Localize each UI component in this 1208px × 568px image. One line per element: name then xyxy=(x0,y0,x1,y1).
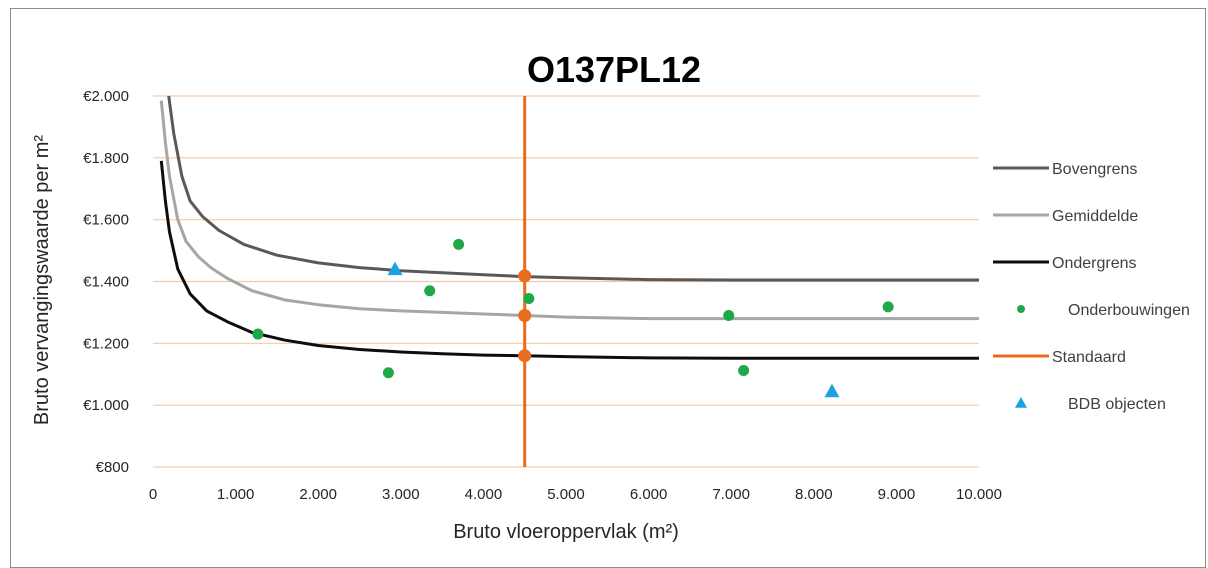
x-tick-label: 0 xyxy=(149,486,157,503)
x-tick-label: 10.000 xyxy=(956,486,1002,503)
series-line-ondergrens xyxy=(159,160,979,360)
point-bdb-objecten xyxy=(824,383,840,398)
y-tick-label: €1.600 xyxy=(83,212,129,229)
point-onderbouwingen xyxy=(382,367,394,379)
curve-layer xyxy=(159,95,979,360)
point-standaard xyxy=(518,269,532,283)
x-tick-label: 1.000 xyxy=(217,486,255,503)
x-tick-label: 8.000 xyxy=(795,486,833,503)
point-bdb-objecten xyxy=(387,261,403,276)
x-tick-label: 3.000 xyxy=(382,486,420,503)
y-tick-label: €1.000 xyxy=(83,397,129,414)
legend-label-standaard: Standaard xyxy=(1052,349,1126,366)
point-onderbouwingen xyxy=(738,365,750,377)
marker-layer xyxy=(252,238,894,398)
y-tick-label: €1.400 xyxy=(83,274,129,291)
y-tick-label: €1.800 xyxy=(83,150,129,167)
x-tick-label: 5.000 xyxy=(547,486,585,503)
x-tick-label: 9.000 xyxy=(878,486,916,503)
series-line-bovengrens xyxy=(167,95,979,282)
chart-canvas: €800 €1.000 €1.200 €1.400 €1.600 €1.800 €2.000… xyxy=(31,49,1190,543)
point-onderbouwingen xyxy=(424,285,436,297)
point-onderbouwingen xyxy=(453,238,465,250)
point-onderbouwingen xyxy=(723,310,735,322)
x-tick-label: 4.000 xyxy=(465,486,503,503)
chart-title: O137PL12 xyxy=(527,49,701,90)
chart-frame xyxy=(10,8,1206,568)
x-axis-ticks: 0 1.000 2.000 3.000 4.000 5.000 6.000 7.000 8.00… xyxy=(149,486,1002,503)
point-onderbouwingen xyxy=(882,301,894,313)
legend-label-ondergrens: Ondergrens xyxy=(1052,255,1137,272)
legend-symbol-onderbouwingen xyxy=(1017,305,1025,313)
legend-label-gemiddelde: Gemiddelde xyxy=(1052,208,1138,225)
grid-lines xyxy=(153,95,979,468)
point-standaard xyxy=(518,309,532,323)
legend-symbol-bdb-objecten xyxy=(1015,397,1027,408)
y-tick-label: €2.000 xyxy=(83,88,129,105)
point-standaard xyxy=(518,349,532,363)
legend-label-bdb-objecten: BDB objecten xyxy=(1068,396,1166,413)
x-tick-label: 2.000 xyxy=(299,486,337,503)
x-tick-label: 6.000 xyxy=(630,486,668,503)
y-tick-label: €800 xyxy=(96,459,129,476)
x-axis-title: Bruto vloeroppervlak (m²) xyxy=(453,521,679,543)
series-line-gemiddelde xyxy=(159,100,979,321)
y-tick-label: €1.200 xyxy=(83,335,129,352)
legend: Bovengrens Gemiddelde Ondergrens Onderbouwi… xyxy=(993,161,1190,413)
y-axis-title: Bruto vervangingswaarde per m² xyxy=(31,135,53,425)
point-onderbouwingen xyxy=(252,328,264,340)
point-onderbouwingen xyxy=(523,293,535,305)
legend-label-onderbouwingen: Onderbouwingen xyxy=(1068,302,1190,319)
legend-label-bovengrens: Bovengrens xyxy=(1052,161,1137,178)
y-axis-ticks: €800 €1.000 €1.200 €1.400 €1.600 €1.800 €2.000 xyxy=(83,88,129,476)
x-tick-label: 7.000 xyxy=(712,486,750,503)
